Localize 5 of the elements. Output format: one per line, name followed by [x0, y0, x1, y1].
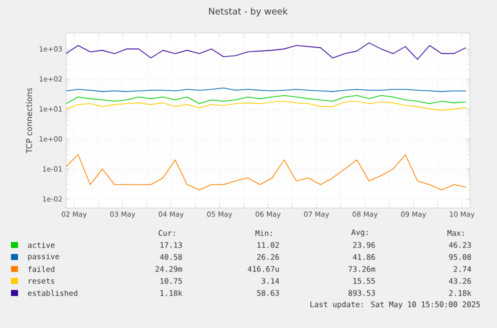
line-series	[66, 100, 466, 111]
line-series	[66, 95, 466, 104]
chart-title: Netstat - by week	[209, 8, 288, 16]
y-axis-title: TCP connections	[26, 88, 32, 154]
line-series	[66, 42, 466, 60]
